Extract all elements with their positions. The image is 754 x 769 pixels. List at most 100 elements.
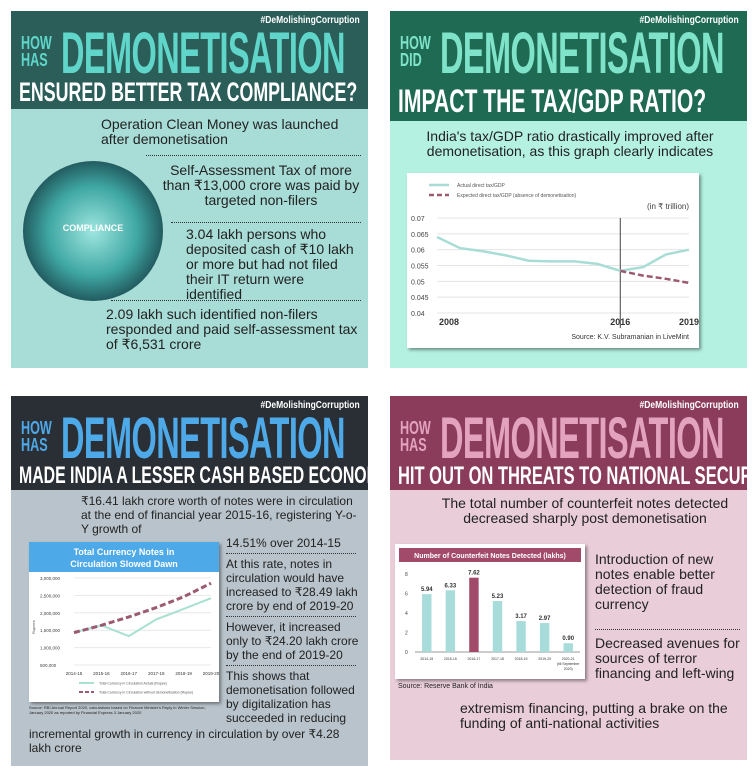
x-tick-label: 2014-15 bbox=[66, 671, 83, 676]
x-tick-label: 2008 bbox=[439, 317, 459, 327]
series-line bbox=[620, 269, 690, 285]
how-label: HOW HAS bbox=[400, 418, 431, 455]
text-new-notes: Introduction of new notes enable better … bbox=[595, 551, 715, 612]
panel-tax-compliance: #DeMolishingCorruption HOW HAS DEMONETISA… bbox=[11, 11, 368, 368]
y-tick-label: 0.05 bbox=[411, 279, 425, 286]
text-extremism: extremism financing, putting a brake on … bbox=[460, 700, 728, 731]
panel-header: #DeMolishingCorruption HOW DID DEMONETISA… bbox=[390, 11, 747, 121]
chart-title: Total Currency Notes in bbox=[74, 547, 175, 557]
legend-label: Expected direct tax/GDP (absence of demo… bbox=[457, 193, 576, 199]
title-big: DEMONETISATION bbox=[440, 21, 724, 86]
how-label: HOW HAS bbox=[21, 418, 52, 455]
panel-tax-gdp: #DeMolishingCorruption HOW DID DEMONETISA… bbox=[390, 11, 747, 368]
x-tick-label: 2018-19 bbox=[175, 671, 192, 676]
data-label: 3.17 bbox=[515, 614, 527, 620]
data-label: 5.94 bbox=[421, 587, 433, 593]
text-growth: 14.51% over 2014-15 bbox=[226, 536, 341, 550]
y-tick-label: 0.065 bbox=[411, 232, 429, 239]
title-big: DEMONETISATION bbox=[61, 21, 345, 86]
legend-label: Actual direct tax/GDP bbox=[457, 183, 505, 189]
panel-header: #DeMolishingCorruption HOW HAS DEMONETISA… bbox=[11, 396, 368, 490]
y-tick-label: 2,500,000 bbox=[40, 593, 61, 598]
x-tick-label: 2019-20 bbox=[203, 671, 219, 676]
x-tick-label: 2018-19 bbox=[515, 657, 528, 661]
x-tick-label: 2014-15 bbox=[420, 657, 433, 661]
title-sub: IMPACT THE TAX/GDP RATIO? bbox=[398, 83, 707, 119]
currency-chart: Total Currency Notes in Circulation Slowe… bbox=[29, 542, 220, 702]
y-tick-label: 500,000 bbox=[40, 663, 57, 668]
x-tick-label: 2020) bbox=[564, 667, 573, 671]
divider bbox=[146, 155, 361, 156]
title-big: DEMONETISATION bbox=[61, 406, 345, 471]
y-axis-label: Rupees bbox=[31, 620, 36, 634]
y-tick-label: 2,000,000 bbox=[40, 611, 61, 616]
title-sub: ENSURED BETTER TAX COMPLIANCE? bbox=[19, 77, 358, 107]
x-tick-label: 2016-17 bbox=[121, 671, 138, 676]
text-circulation: ₹16.41 lakh crore worth of notes were in… bbox=[81, 494, 357, 536]
text-operation: Operation Clean Money was launched after… bbox=[101, 116, 339, 147]
x-tick-label: 2016-17 bbox=[467, 657, 480, 661]
y-tick-label: 0 bbox=[405, 650, 408, 656]
text-terror: Decreased avenues for sources of terror … bbox=[595, 635, 740, 681]
hashtag: #DeMolishingCorruption bbox=[639, 15, 739, 26]
bar bbox=[516, 621, 526, 652]
hashtag: #DeMolishingCorruption bbox=[260, 400, 360, 411]
y-tick-label: 0.04 bbox=[411, 311, 425, 318]
text-counterfeit: The total number of counterfeit notes de… bbox=[441, 495, 729, 526]
chart-title: Number of Counterfeit Notes Detected (la… bbox=[414, 553, 566, 560]
panel-security: #DeMolishingCorruption HOW HAS DEMONETISA… bbox=[390, 396, 747, 760]
chart-source: Source: Reserve Bank of India bbox=[398, 683, 493, 690]
text-however: However, it increased only to ₹24.20 lak… bbox=[226, 620, 359, 662]
text-at-this-rate: At this rate, notes in circulation would… bbox=[226, 557, 358, 613]
y-tick-label: 1,000,000 bbox=[40, 646, 61, 651]
bar bbox=[563, 643, 573, 652]
title-big: DEMONETISATION bbox=[440, 406, 724, 471]
counterfeit-chart: Number of Counterfeit Notes Detected (la… bbox=[395, 544, 585, 679]
y-tick-label: 2 bbox=[405, 631, 408, 637]
data-label: 0.90 bbox=[562, 636, 574, 642]
text-self-assessment: Self-Assessment Tax of more than ₹13,000… bbox=[162, 162, 360, 208]
legend-label: Total Currency in Circulation Actual (Ru… bbox=[99, 682, 167, 686]
hashtag: #DeMolishingCorruption bbox=[260, 15, 360, 26]
x-tick-label: 2015-16 bbox=[444, 657, 457, 661]
chart-title: Circulation Slowed Dawn bbox=[70, 559, 178, 569]
x-tick-label: 2019-20 bbox=[538, 657, 551, 661]
divider bbox=[595, 629, 740, 630]
series-line bbox=[436, 235, 690, 273]
series-line bbox=[73, 581, 212, 635]
unit-label: (in ₹ trillion) bbox=[647, 202, 689, 211]
data-label: 6.33 bbox=[445, 583, 457, 589]
divider bbox=[111, 300, 361, 301]
divider bbox=[226, 616, 356, 617]
data-label: 5.23 bbox=[492, 594, 504, 600]
bar bbox=[445, 590, 456, 652]
legend-label: Total Currency in Circulation without de… bbox=[99, 691, 193, 695]
title-sub: MADE INDIA A LESSER CASH BASED ECONOMY? bbox=[19, 462, 368, 489]
compliance-graphic: COMPLIANCE bbox=[23, 161, 163, 301]
y-tick-label: 0.055 bbox=[411, 264, 429, 271]
text-non-filers: 2.09 lakh such identified non-filers res… bbox=[106, 306, 358, 352]
hashtag: #DeMolishingCorruption bbox=[639, 400, 739, 411]
data-label: 7.62 bbox=[468, 571, 480, 577]
x-tick-label: 2019 bbox=[679, 317, 699, 327]
y-tick-label: 6 bbox=[405, 592, 408, 598]
chart-title-bar bbox=[29, 542, 219, 572]
y-tick-label: 8 bbox=[405, 572, 408, 578]
bar bbox=[492, 601, 503, 652]
panel-header: #DeMolishingCorruption HOW HAS DEMONETISA… bbox=[11, 11, 368, 109]
how-label: HOW DID bbox=[400, 33, 431, 70]
y-tick-label: 0.07 bbox=[411, 216, 425, 223]
chart-source: Source: K.V. Subramanian in LiveMint bbox=[571, 334, 689, 341]
text-tax-gdp: India's tax/GDP ratio drastically improv… bbox=[426, 128, 714, 159]
text-column: ₹16.41 lakh crore worth of notes were in… bbox=[11, 494, 368, 755]
title-sub: HIT OUT ON THREATS TO NATIONAL SECURITY? bbox=[398, 462, 747, 490]
divider bbox=[171, 222, 361, 223]
chart-title-bar bbox=[399, 548, 581, 562]
x-tick-label: 2017-18 bbox=[491, 657, 504, 661]
compliance-label: COMPLIANCE bbox=[62, 223, 124, 233]
x-tick-label: 2015-16 bbox=[93, 671, 110, 676]
chart-source: Source: RBI Annual Report 2020, calculat… bbox=[29, 705, 206, 715]
y-tick-label: 0.045 bbox=[411, 295, 429, 302]
bar bbox=[469, 577, 479, 652]
y-tick-label: 4 bbox=[405, 611, 408, 617]
